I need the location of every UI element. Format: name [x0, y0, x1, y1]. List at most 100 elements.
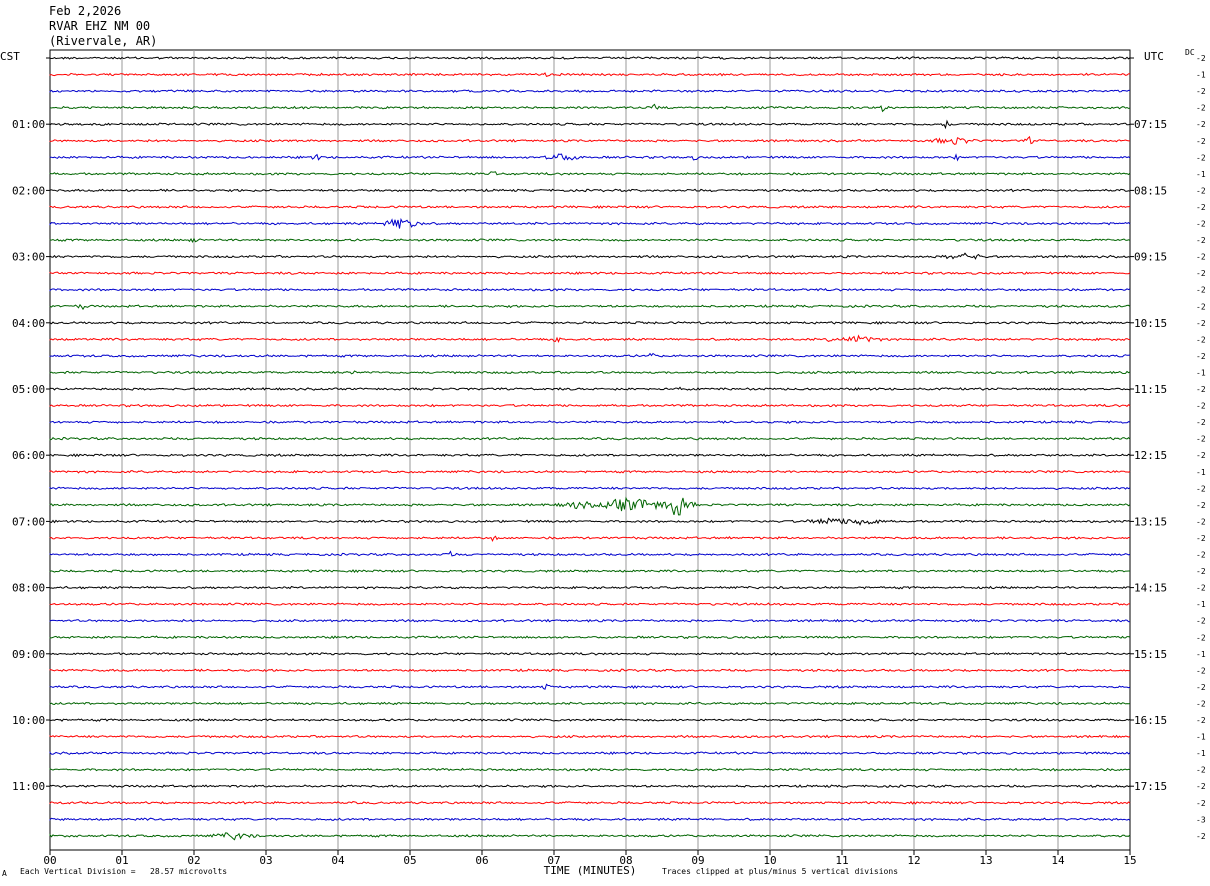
- dc-offset: -2: [1196, 269, 1206, 278]
- x-tick-label: 03: [259, 854, 272, 867]
- dc-offset: -1: [1196, 368, 1206, 377]
- seismic-trace: [49, 252, 1131, 260]
- seismic-trace: [49, 320, 1131, 325]
- dc-offset: -2: [1196, 54, 1206, 63]
- cst-hour-label: 07:00: [12, 515, 45, 528]
- dc-offset: -2: [1196, 567, 1206, 576]
- seismic-trace: [49, 153, 1131, 162]
- seismic-trace: [49, 469, 1131, 474]
- x-tick-label: 07: [547, 854, 560, 867]
- seismic-trace: [49, 420, 1131, 424]
- dc-offset: -2: [1196, 451, 1206, 460]
- x-axis-title: TIME (MINUTES): [544, 864, 637, 877]
- seismic-trace: [49, 651, 1131, 656]
- x-tick-label: 08: [619, 854, 632, 867]
- dc-offset: -2: [1196, 534, 1206, 543]
- seismic-trace: [49, 386, 1131, 391]
- utc-hour-label: 10:15: [1134, 317, 1167, 330]
- x-tick-label: 09: [691, 854, 704, 867]
- seismic-trace: [49, 403, 1131, 408]
- seismic-trace: [49, 784, 1131, 788]
- dc-offset: -2: [1196, 633, 1206, 642]
- seismic-trace: [49, 751, 1131, 756]
- dc-offset: -2: [1196, 402, 1206, 411]
- seismic-trace: [49, 334, 1131, 344]
- dc-offset: -2: [1196, 319, 1206, 328]
- seismic-trace: [49, 303, 1131, 311]
- dc-offset: -2: [1196, 87, 1206, 96]
- utc-hour-label: 09:15: [1134, 251, 1167, 264]
- seismic-trace: [49, 817, 1131, 822]
- seismic-trace: [49, 119, 1131, 130]
- dc-offset: -2: [1196, 551, 1206, 560]
- utc-label: UTC: [1144, 50, 1164, 63]
- station-id: RVAR EHZ NM 00: [49, 19, 151, 33]
- seismic-trace: [49, 800, 1131, 805]
- dc-offset: -2: [1196, 584, 1206, 593]
- dc-offset: -3: [1196, 815, 1206, 824]
- plot-frame: [49, 49, 1131, 851]
- dc-offset: -2: [1196, 137, 1206, 146]
- dc-offset: -2: [1196, 236, 1206, 245]
- seismic-trace: [49, 618, 1131, 623]
- seismic-trace: [49, 569, 1130, 574]
- dc-offset: -2: [1196, 352, 1206, 361]
- dc-offset: -2: [1196, 418, 1206, 427]
- x-tick-label: 10: [763, 854, 776, 867]
- seismic-trace: [49, 517, 1131, 526]
- seismic-trace: [49, 103, 1131, 113]
- dc-offset: -2: [1196, 617, 1206, 626]
- dc-offset: -1: [1196, 733, 1206, 742]
- x-tick-label: 01: [115, 854, 128, 867]
- dc-offset: -1: [1196, 468, 1206, 477]
- cst-hour-label: 01:00: [12, 118, 45, 131]
- scale-note: Each Vertical Division = 28.57 microvolt…: [20, 867, 228, 876]
- x-tick-label: 11: [835, 854, 848, 867]
- seismic-trace: [49, 217, 1131, 229]
- utc-hour-label: 13:15: [1134, 515, 1167, 528]
- dc-offset: -2: [1196, 385, 1206, 394]
- x-tick-label: 02: [187, 854, 200, 867]
- seismic-trace: [49, 683, 1131, 690]
- x-tick-label: 13: [979, 854, 992, 867]
- cst-hour-label: 03:00: [12, 251, 45, 264]
- dc-offset: -2: [1196, 186, 1206, 195]
- utc-hour-label: 15:15: [1134, 648, 1167, 661]
- cst-hour-label: 06:00: [12, 449, 45, 462]
- cst-label: CST: [0, 50, 20, 63]
- seismic-trace: [49, 635, 1131, 640]
- dc-offset: -2: [1196, 104, 1206, 113]
- seismic-trace: [49, 56, 1131, 60]
- cst-hour-label: 02:00: [12, 184, 45, 197]
- seismic-trace: [49, 832, 1131, 841]
- plot-date: Feb 2,2026: [49, 4, 122, 18]
- seismic-trace: [49, 585, 1131, 590]
- seismic-trace: [49, 668, 1131, 673]
- dc-offset: -2: [1196, 253, 1206, 262]
- station-location: (Rivervale, AR): [49, 34, 158, 48]
- clip-note: Traces clipped at plus/minus 5 vertical …: [662, 867, 899, 876]
- seismic-trace: [49, 171, 1131, 176]
- seismic-trace: [49, 602, 1130, 606]
- seismic-trace: [49, 453, 1131, 458]
- seismic-trace: [49, 535, 1131, 542]
- dc-offset: -2: [1196, 302, 1206, 311]
- dc-offset: -2: [1196, 435, 1206, 444]
- dc-offset: -2: [1196, 120, 1206, 129]
- seismic-trace: [49, 287, 1131, 292]
- seismic-trace: [49, 496, 1131, 516]
- seismic-trace: [49, 72, 1131, 78]
- seismic-trace: [49, 767, 1131, 772]
- seismic-trace: [49, 718, 1131, 722]
- x-tick-label: 15: [1123, 854, 1136, 867]
- cst-hour-label: 11:00: [12, 780, 45, 793]
- dc-offset: -2: [1196, 501, 1206, 510]
- utc-hour-label: 07:15: [1134, 118, 1167, 131]
- seismic-trace: [49, 436, 1131, 441]
- dc-offset: -2: [1196, 716, 1206, 725]
- dc-offset: -2: [1196, 699, 1206, 708]
- utc-hour-label: 12:15: [1134, 449, 1167, 462]
- dc-offset: -2: [1196, 335, 1206, 344]
- x-tick-label: 00: [43, 854, 56, 867]
